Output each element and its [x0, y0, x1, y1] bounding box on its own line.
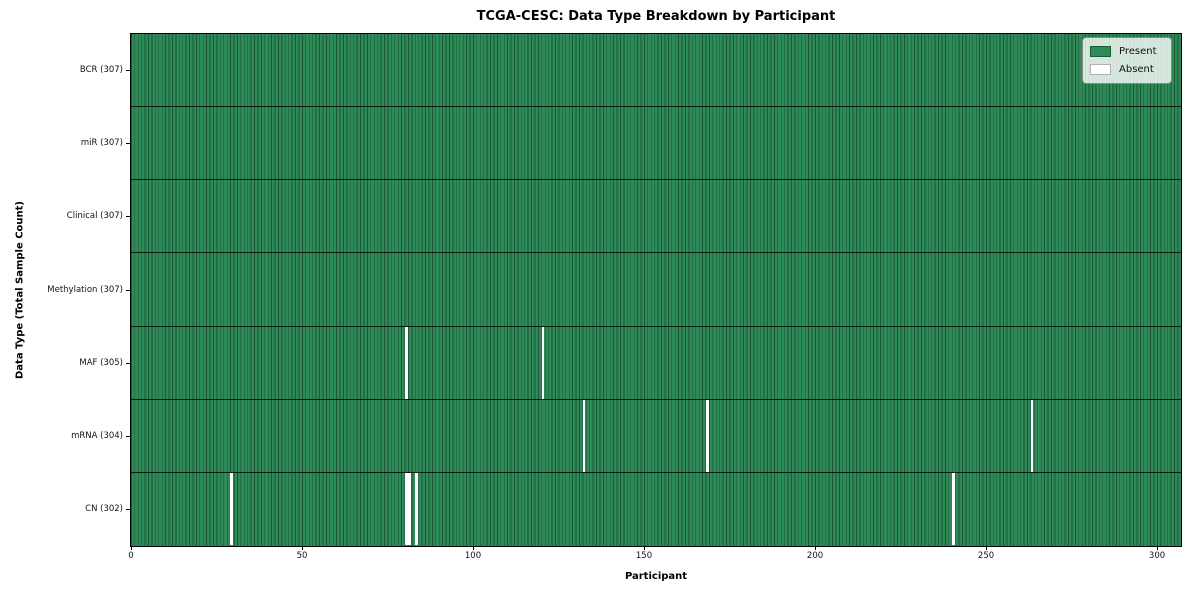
- x-tick: [814, 546, 816, 550]
- heatmap-row-Clinical: [131, 180, 1181, 254]
- x-tick: [301, 546, 303, 550]
- absent-cell-CN-240: [952, 473, 955, 546]
- y-tick-label-CN: CN (302): [85, 503, 123, 514]
- x-tick: [643, 546, 645, 550]
- heatmap-plot: [130, 33, 1182, 547]
- legend-entry-absent: Absent: [1090, 63, 1164, 75]
- absent-cell-CN-80: [404, 473, 408, 546]
- legend: Present Absent: [1082, 37, 1172, 84]
- heatmap-row-Methylation: [131, 253, 1181, 327]
- y-tick-label-BCR: BCR (307): [79, 65, 123, 76]
- x-tick-label-200: 200: [806, 551, 824, 561]
- legend-entry-present: Present: [1090, 46, 1164, 58]
- absent-cell-mRNA-263: [1030, 400, 1034, 473]
- y-tick: [126, 508, 130, 510]
- y-tick-label-miR: miR (307): [80, 138, 123, 149]
- x-tick: [472, 546, 474, 550]
- absent-cell-CN-83: [415, 473, 418, 546]
- chart-title: TCGA-CESC: Data Type Breakdown by Partic…: [476, 9, 836, 24]
- x-tick-label-300: 300: [1148, 551, 1166, 561]
- absent-cell-MAF-120: [541, 327, 545, 400]
- legend-label-present: Present: [1119, 46, 1157, 58]
- y-tick-label-Methylation: Methylation (307): [47, 284, 123, 295]
- heatmap-row-BCR: [131, 34, 1181, 108]
- present-swatch-icon: [1090, 46, 1111, 58]
- x-tick-label-0: 0: [128, 551, 134, 561]
- heatmap-row-CN: [131, 472, 1181, 546]
- y-tick: [126, 143, 130, 145]
- y-tick: [126, 289, 130, 291]
- x-tick: [1156, 546, 1158, 550]
- x-tick-label-250: 250: [977, 551, 995, 561]
- absent-cell-CN-29: [230, 473, 234, 546]
- absent-cell-MAF-80: [404, 327, 408, 400]
- y-tick: [126, 70, 130, 72]
- x-tick-label-50: 50: [296, 551, 308, 561]
- heatmap-row-mRNA: [131, 399, 1181, 473]
- absent-cell-mRNA-168: [705, 400, 709, 473]
- x-axis-label: Participant: [624, 571, 688, 582]
- x-tick: [130, 546, 132, 550]
- x-tick-label-100: 100: [464, 551, 482, 561]
- y-tick: [126, 362, 130, 364]
- y-tick: [126, 435, 130, 437]
- heatmap-row-miR: [131, 107, 1181, 181]
- y-tick-label-mRNA: mRNA (304): [71, 430, 123, 441]
- y-tick-label-Clinical: Clinical (307): [66, 211, 123, 222]
- x-tick: [985, 546, 987, 550]
- x-tick-label-150: 150: [635, 551, 653, 561]
- heatmap-row-MAF: [131, 326, 1181, 400]
- absent-swatch-icon: [1090, 63, 1111, 75]
- absent-cell-mRNA-132: [582, 400, 586, 473]
- y-tick-label-MAF: MAF (305): [79, 357, 123, 368]
- y-tick: [126, 216, 130, 218]
- absent-cell-CN-81: [408, 473, 411, 546]
- legend-label-absent: Absent: [1119, 63, 1154, 75]
